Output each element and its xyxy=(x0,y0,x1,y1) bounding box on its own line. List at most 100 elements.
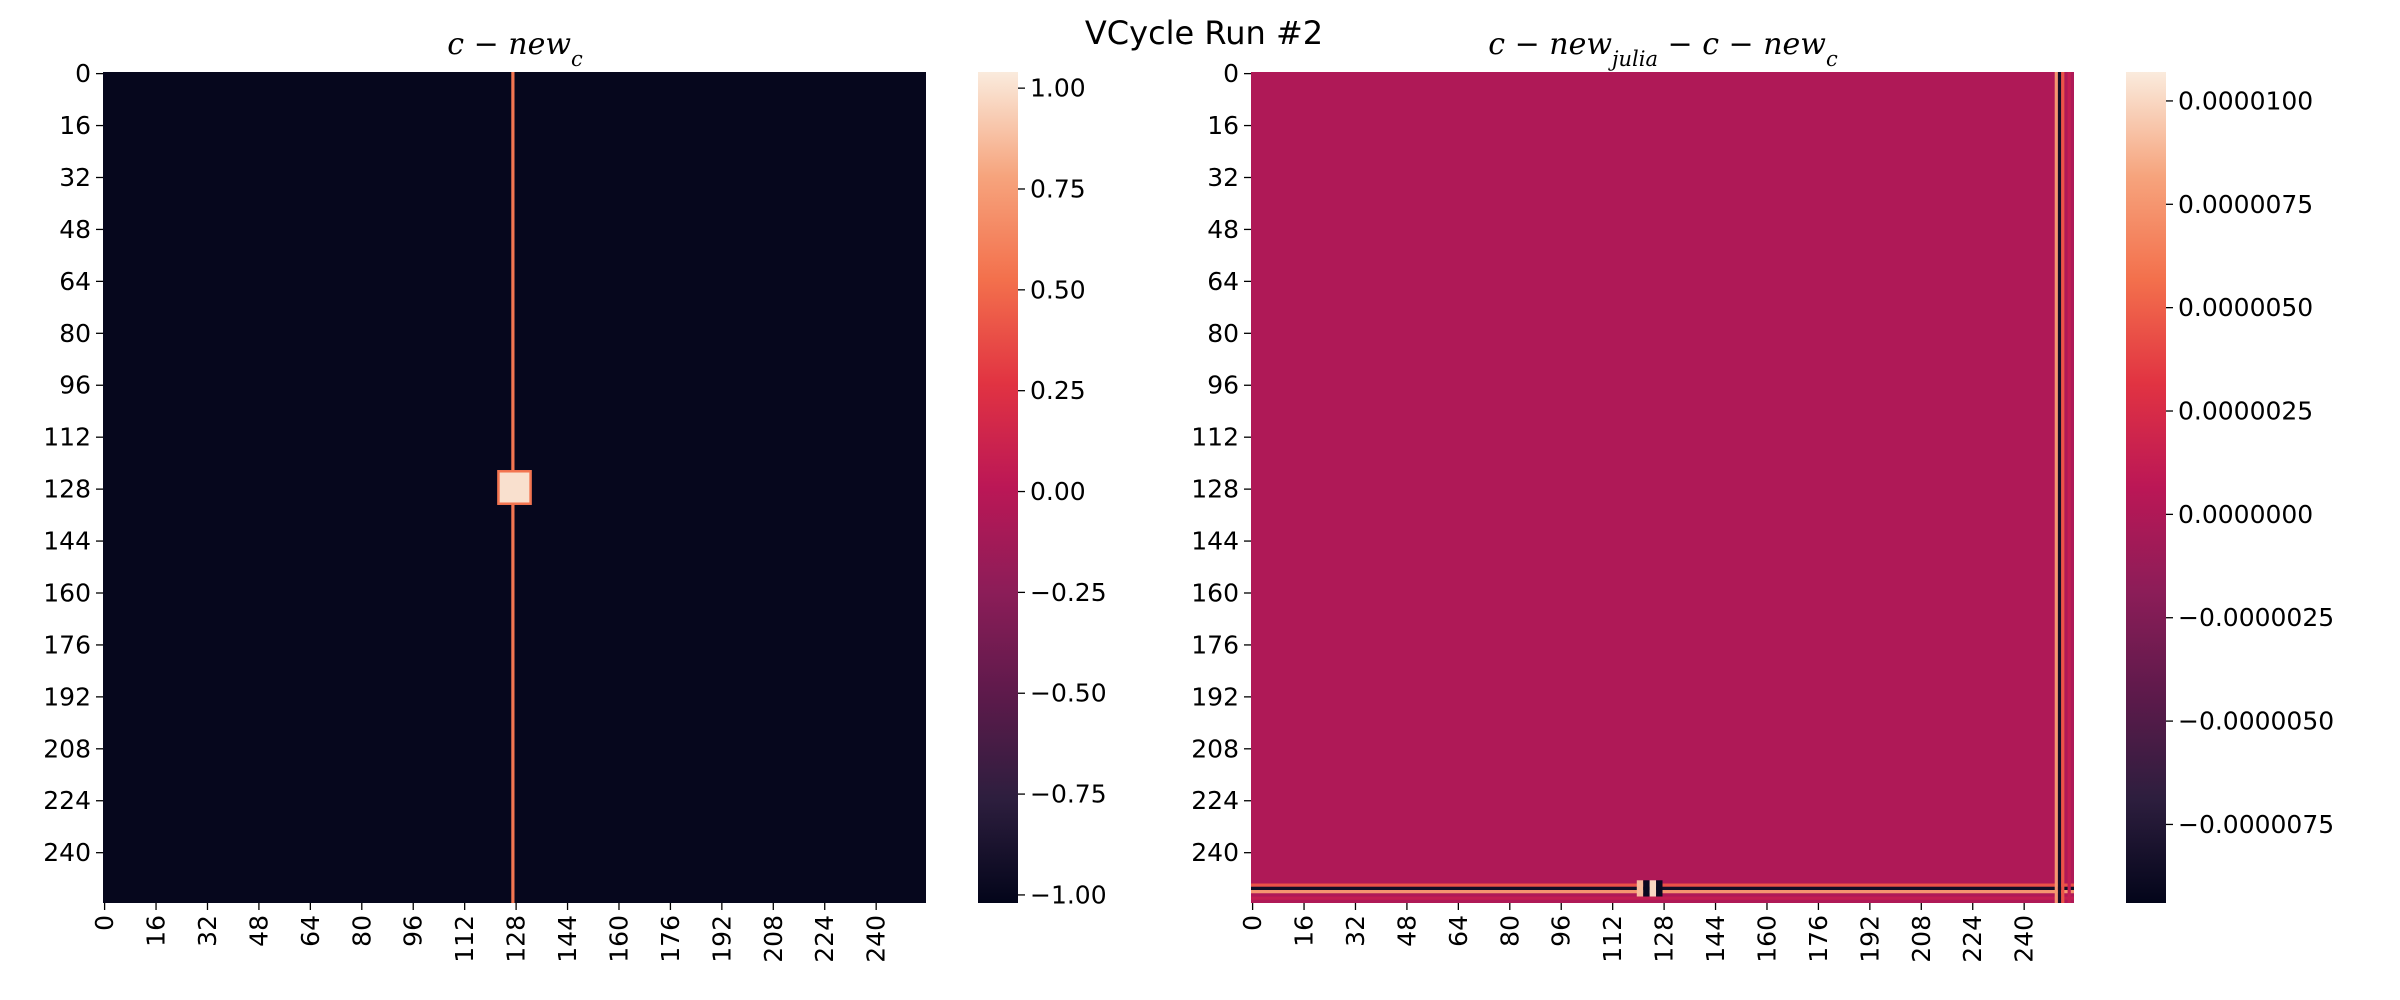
x-tick-label: 224 xyxy=(1958,915,1987,963)
x-tick-label: 208 xyxy=(759,915,788,963)
heatmap-1-block-1 xyxy=(498,471,530,503)
figure-suptitle: VCycle Run #2 xyxy=(1085,14,1323,52)
heatmap-2-block-10 xyxy=(1650,880,1656,896)
y-tick-label: 32 xyxy=(1207,163,1239,192)
y-tick-label: 96 xyxy=(59,371,91,400)
y-tick-label: 0 xyxy=(1223,59,1239,88)
x-tick-label: 48 xyxy=(1392,915,1421,947)
x-tick-label: 0 xyxy=(90,915,119,931)
y-tick-label: 208 xyxy=(1191,734,1239,763)
heatmap-2-cells xyxy=(1251,72,2074,903)
x-tick-label: 112 xyxy=(1598,915,1627,963)
colorbar-tick-label: −0.25 xyxy=(1030,578,1107,607)
x-tick-label: 96 xyxy=(1547,915,1576,947)
x-tick-label: 80 xyxy=(347,915,376,947)
heatmap-2-background xyxy=(1251,72,2074,903)
heatmap-2-column-line-7 xyxy=(2068,72,2071,903)
title-2-middle: − c − new xyxy=(1658,27,1826,62)
heatmap-2-column-line-6 xyxy=(2061,72,2064,903)
x-tick-label: 240 xyxy=(2010,915,2039,963)
x-tick-label: 160 xyxy=(604,915,633,963)
colorbar-tick-label: 1.00 xyxy=(1030,74,1086,103)
x-tick-label: 32 xyxy=(193,915,222,947)
y-tick-label: 224 xyxy=(43,786,91,815)
title-2-subscript-julia: julia xyxy=(1608,47,1658,71)
x-tick-label: 64 xyxy=(296,915,325,947)
x-tick-label: 32 xyxy=(1341,915,1370,947)
y-tick-label: 96 xyxy=(1207,371,1239,400)
heatmap-2-block-8 xyxy=(1637,880,1643,896)
x-tick-label: 16 xyxy=(1290,915,1319,947)
y-tick-label: 144 xyxy=(1191,527,1239,556)
title-1-base: c − new xyxy=(447,27,571,62)
colorbar-tick-label: 0.0000100 xyxy=(2178,86,2313,115)
colorbar-1-gradient xyxy=(978,72,1018,903)
y-tick-label: 192 xyxy=(1191,682,1239,711)
y-tick-label: 16 xyxy=(59,111,91,140)
x-tick-label: 80 xyxy=(1495,915,1524,947)
title-2-subscript-c: c xyxy=(1826,47,1838,71)
x-tick-label: 144 xyxy=(1701,915,1730,963)
y-tick-label: 144 xyxy=(43,527,91,556)
x-tick-label: 240 xyxy=(862,915,891,963)
x-tick-label: 224 xyxy=(810,915,839,963)
y-tick-label: 160 xyxy=(1191,578,1239,607)
y-tick-label: 48 xyxy=(1207,215,1239,244)
y-tick-label: 208 xyxy=(43,734,91,763)
y-tick-label: 192 xyxy=(43,682,91,711)
heatmap-panel-2: c − newjulia − c − newc 0 16 32 48 64 80 96 112… xyxy=(1191,27,2334,963)
x-tick-label: 96 xyxy=(399,915,428,947)
x-tick-label: 176 xyxy=(656,915,685,963)
heatmap-2-column-line-4 xyxy=(2055,72,2058,903)
heatmap-2-block-9 xyxy=(1643,880,1649,896)
colorbar-tick-label: −0.0000075 xyxy=(2178,810,2334,839)
y-tick-label: 160 xyxy=(43,578,91,607)
y-tick-label: 176 xyxy=(43,630,91,659)
x-tick-label: 208 xyxy=(1907,915,1936,963)
x-tick-label: 128 xyxy=(502,915,531,963)
y-tick-label: 80 xyxy=(1207,319,1239,348)
x-tick-label: 176 xyxy=(1804,915,1833,963)
colorbar-tick-label: −0.0000050 xyxy=(2178,707,2334,736)
y-tick-label: 80 xyxy=(59,319,91,348)
colorbar-tick-label: −1.00 xyxy=(1030,880,1107,909)
y-tick-label: 16 xyxy=(1207,111,1239,140)
colorbar-tick-label: 0.00 xyxy=(1030,477,1086,506)
x-tick-label: 160 xyxy=(1752,915,1781,963)
x-tick-label: 144 xyxy=(553,915,582,963)
heatmap-1-cells xyxy=(103,72,926,903)
x-tick-label: 192 xyxy=(707,915,736,963)
title-1-subscript: c xyxy=(571,47,583,71)
heatmap-2-column-line-5 xyxy=(2058,72,2061,903)
x-tick-label: 192 xyxy=(1855,915,1884,963)
colorbar-tick-label: −0.0000025 xyxy=(2178,603,2334,632)
colorbar-tick-label: 0.0000075 xyxy=(2178,190,2313,219)
x-tick-label: 128 xyxy=(1650,915,1679,963)
y-tick-label: 64 xyxy=(1207,267,1239,296)
colorbar-tick-label: 0.25 xyxy=(1030,376,1086,405)
x-tick-label: 0 xyxy=(1238,915,1267,931)
x-tick-label: 48 xyxy=(244,915,273,947)
colorbar-tick-label: 0.0000025 xyxy=(2178,397,2313,426)
y-tick-label: 128 xyxy=(1191,475,1239,504)
colorbar-tick-label: 0.0000050 xyxy=(2178,293,2313,322)
y-tick-label: 240 xyxy=(43,838,91,867)
y-tick-label: 64 xyxy=(59,267,91,296)
colorbar-tick-label: 0.50 xyxy=(1030,275,1086,304)
y-tick-label: 240 xyxy=(1191,838,1239,867)
title-2-base: c − new xyxy=(1488,27,1612,62)
y-tick-label: 112 xyxy=(43,423,91,452)
colorbar-tick-label: 0.0000000 xyxy=(2178,500,2313,529)
y-tick-label: 112 xyxy=(1191,423,1239,452)
y-tick-label: 176 xyxy=(1191,630,1239,659)
y-tick-label: 0 xyxy=(75,59,91,88)
x-tick-label: 112 xyxy=(450,915,479,963)
y-tick-label: 48 xyxy=(59,215,91,244)
y-tick-label: 32 xyxy=(59,163,91,192)
x-tick-label: 64 xyxy=(1444,915,1473,947)
heatmap-2-row-line-3 xyxy=(1251,897,2074,900)
heatmap-2-block-11 xyxy=(1656,880,1662,896)
colorbar-2-gradient xyxy=(2126,72,2166,903)
colorbar-tick-label: −0.50 xyxy=(1030,679,1107,708)
